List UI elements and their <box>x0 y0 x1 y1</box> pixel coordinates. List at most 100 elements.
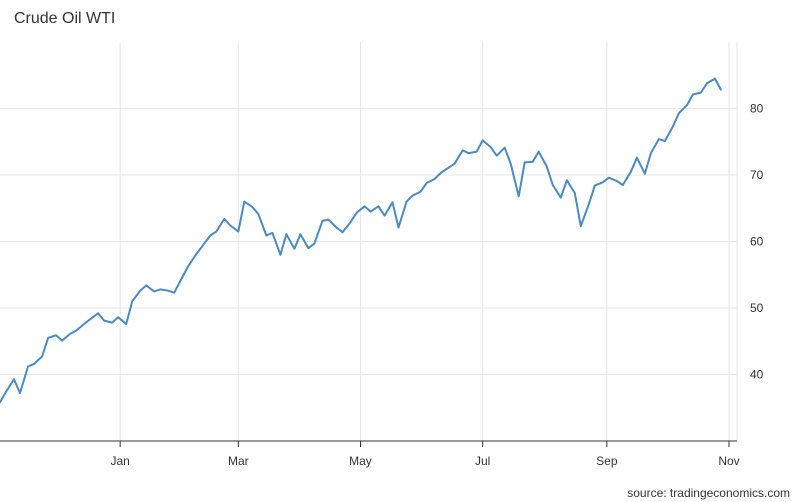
data-point <box>47 337 49 339</box>
data-point <box>285 233 288 235</box>
data-point <box>349 221 352 223</box>
axes <box>0 440 737 447</box>
data-point <box>560 196 562 199</box>
data-point <box>69 333 71 335</box>
data-point <box>243 200 246 203</box>
data-point <box>5 391 7 393</box>
data-point <box>552 184 554 186</box>
data-point <box>481 139 484 142</box>
data-point <box>672 125 674 128</box>
data-point <box>467 152 470 154</box>
data-point <box>369 210 372 213</box>
data-point <box>397 226 400 229</box>
y-tick-label: 70 <box>750 168 764 182</box>
data-point <box>159 288 161 291</box>
data-point <box>321 220 324 222</box>
data-point <box>139 289 141 292</box>
data-point <box>103 319 105 322</box>
data-point <box>271 232 274 234</box>
data-point <box>700 91 702 94</box>
data-point <box>313 242 316 245</box>
data-point <box>307 247 310 249</box>
data-point <box>425 182 428 184</box>
data-point <box>341 231 344 233</box>
data-point <box>293 248 296 250</box>
data-point <box>117 316 119 319</box>
data-point <box>517 195 520 198</box>
data-point <box>97 312 99 315</box>
data-point <box>237 230 240 233</box>
data-point <box>355 212 358 214</box>
data-point <box>363 205 366 208</box>
y-tick-label: 80 <box>750 102 764 116</box>
data-point <box>566 179 568 182</box>
data-point <box>419 190 422 193</box>
x-tick-label: Jan <box>110 454 129 468</box>
data-point <box>215 230 218 233</box>
data-point <box>545 165 548 168</box>
data-point <box>335 226 338 229</box>
data-point <box>223 218 226 220</box>
x-tick-label: May <box>349 454 372 468</box>
data-point <box>602 181 604 184</box>
data-point <box>537 150 540 153</box>
data-point <box>453 162 456 165</box>
data-point <box>594 184 596 187</box>
data-point <box>55 334 57 337</box>
data-point <box>125 323 127 325</box>
data-point <box>503 146 506 149</box>
data-point <box>720 89 722 91</box>
data-point <box>383 214 386 217</box>
data-point <box>173 291 175 294</box>
data-point <box>391 201 394 204</box>
data-point <box>229 224 232 227</box>
data-point <box>167 289 169 292</box>
data-point <box>588 203 590 206</box>
data-point <box>187 265 190 267</box>
data-point <box>61 339 63 342</box>
x-tick-label: Jul <box>475 454 490 468</box>
data-point <box>13 378 15 381</box>
data-point <box>265 234 268 237</box>
data-point <box>658 138 660 140</box>
data-point <box>509 162 512 165</box>
x-tick-label: Sep <box>596 454 618 468</box>
data-point <box>714 77 716 80</box>
data-point <box>608 176 610 179</box>
data-point <box>0 401 1 404</box>
data-point <box>686 104 688 106</box>
source-label: source: tradingeconomics.com <box>627 486 790 500</box>
y-tick-label: 50 <box>750 301 764 315</box>
y-axis-ticks: 40 50 60 70 80 <box>750 102 764 382</box>
data-point <box>636 156 638 159</box>
data-point <box>405 200 408 203</box>
data-point <box>75 329 77 332</box>
data-point <box>616 180 618 182</box>
grid-lines <box>0 42 738 441</box>
data-point <box>279 254 282 256</box>
data-point <box>439 172 442 174</box>
data-point <box>644 172 646 175</box>
data-point <box>447 166 450 169</box>
data-point <box>574 192 576 194</box>
chart-title: Crude Oil WTI <box>14 10 116 27</box>
data-point <box>475 150 478 153</box>
x-tick-label: Mar <box>228 454 249 468</box>
y-tick-label: 60 <box>750 235 764 249</box>
series-layer <box>0 77 722 404</box>
data-point <box>377 205 380 208</box>
x-axis-ticks: Jan Mar May Jul Sep Nov <box>110 454 739 468</box>
data-point <box>299 233 302 235</box>
data-point <box>33 363 35 365</box>
series-line <box>0 77 722 403</box>
data-point <box>622 184 624 186</box>
data-point <box>83 323 85 325</box>
data-point <box>489 146 492 148</box>
y-tick-label: 40 <box>750 368 764 382</box>
data-point <box>692 93 694 96</box>
data-point <box>650 152 652 154</box>
data-point <box>257 213 260 215</box>
data-point <box>706 82 708 84</box>
x-tick-label: Nov <box>718 454 739 468</box>
